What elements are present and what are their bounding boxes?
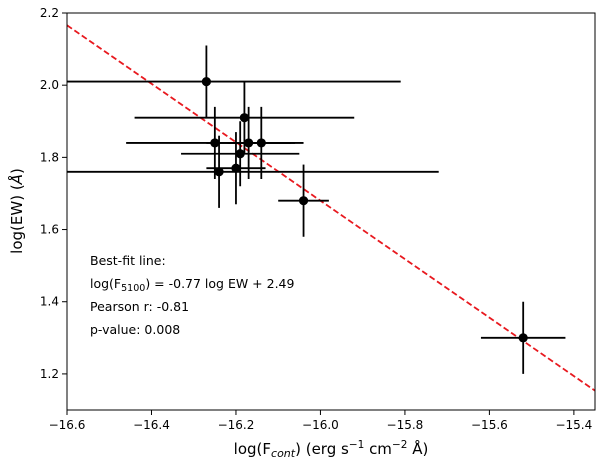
data-point (298, 196, 309, 206)
data-point (214, 167, 224, 177)
y-axis-label: log(EW) (Å) (7, 168, 26, 254)
data-point (518, 333, 528, 343)
x-tick-label: −15.4 (555, 418, 592, 432)
x-tick-label: −16.6 (49, 418, 86, 432)
annotation-line-3: Pearson r: -0.81 (90, 299, 189, 314)
x-tick-label: −16.0 (302, 418, 339, 432)
annotation-line-4: p-value: 0.008 (90, 322, 180, 337)
x-tick-label: −16.4 (133, 418, 170, 432)
y-tick-label: 1.8 (40, 150, 59, 164)
annotation-line-1: Best-fit line: (90, 253, 166, 268)
plot-frame (66, 12, 596, 411)
data-point (201, 76, 211, 87)
x-axis-label: log(Fcont) (erg s−1 cm−2 Å) (234, 439, 429, 460)
y-tick-label: 2.2 (40, 6, 59, 20)
y-tick-label: 1.4 (40, 295, 59, 309)
y-tick-label: 2.0 (40, 78, 59, 92)
x-tick-label: −16.2 (218, 418, 255, 432)
data-point (231, 163, 241, 173)
y-tick-label: 1.2 (40, 367, 59, 381)
annotation-line-2: log(F5100) = -0.77 log EW + 2.49 (90, 276, 295, 294)
best-fit-line (67, 24, 595, 392)
data-point (256, 138, 266, 148)
data-point (235, 149, 245, 159)
y-tick-label: 1.6 (40, 223, 59, 237)
x-tick-label: −15.8 (387, 418, 424, 432)
x-tick-label: −15.6 (471, 418, 508, 432)
data-point (239, 113, 250, 123)
